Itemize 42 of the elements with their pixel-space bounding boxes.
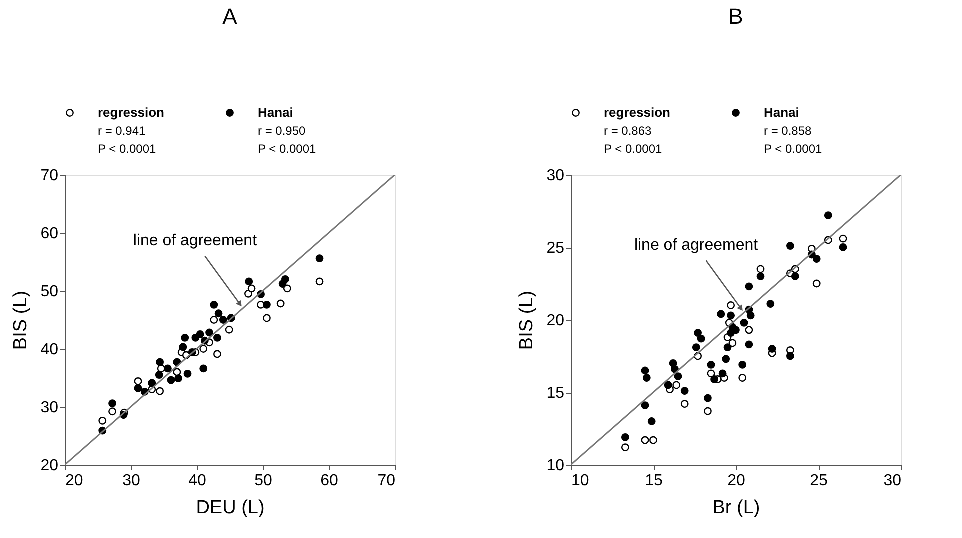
y-tick-label: 30 <box>546 168 565 184</box>
x-tick-label: 25 <box>810 472 828 490</box>
y-tick-label: 70 <box>40 168 59 184</box>
x-tick-label: 30 <box>884 472 902 490</box>
x-tick-label: 50 <box>254 472 272 490</box>
x-axis-title: Br (L) <box>712 498 760 518</box>
annotation: line of agreement <box>133 232 258 250</box>
text: P < 0.0001 <box>98 142 156 156</box>
text: r = 0.941 <box>98 124 146 138</box>
text: r = 0.863 <box>604 124 652 138</box>
text: P < 0.0001 <box>258 142 316 156</box>
y-tick-label: 40 <box>40 342 59 358</box>
x-tick-label: 40 <box>188 472 206 490</box>
y-tick-label: 25 <box>546 240 565 257</box>
legend-label: Hanai <box>764 105 800 120</box>
y-tick-label: 15 <box>546 385 565 402</box>
x-tick-label: 10 <box>572 472 590 490</box>
y-tick-label: 20 <box>40 458 59 474</box>
x-tick-label: 60 <box>320 472 338 490</box>
x-tick-label: 20 <box>66 472 84 490</box>
x-tick-label: 20 <box>728 472 746 490</box>
annotation: line of agreement <box>634 236 759 254</box>
legend-label: regression <box>98 105 165 120</box>
x-tick-label: 30 <box>122 472 140 490</box>
y-axis-title: BIS (L) <box>516 290 538 350</box>
x-tick-label: 15 <box>645 472 663 490</box>
chart-title: B <box>728 4 744 29</box>
text: r = 0.950 <box>258 124 306 138</box>
y-tick-label: 50 <box>40 284 59 300</box>
text: r = 0.858 <box>764 124 812 138</box>
y-tick-label: 60 <box>40 226 59 242</box>
x-axis-title: DEU (L) <box>196 498 265 518</box>
legend-label: Hanai <box>258 105 294 120</box>
text: P < 0.0001 <box>764 142 822 156</box>
y-tick-label: 10 <box>546 458 565 474</box>
chart-title: A <box>222 4 238 29</box>
legend-label: regression <box>604 105 671 120</box>
text: P < 0.0001 <box>604 142 662 156</box>
y-tick-label: 30 <box>40 400 59 416</box>
y-tick-label: 20 <box>546 312 565 330</box>
x-tick-label: 70 <box>378 472 396 490</box>
y-axis-title: BIS (L) <box>10 290 32 350</box>
